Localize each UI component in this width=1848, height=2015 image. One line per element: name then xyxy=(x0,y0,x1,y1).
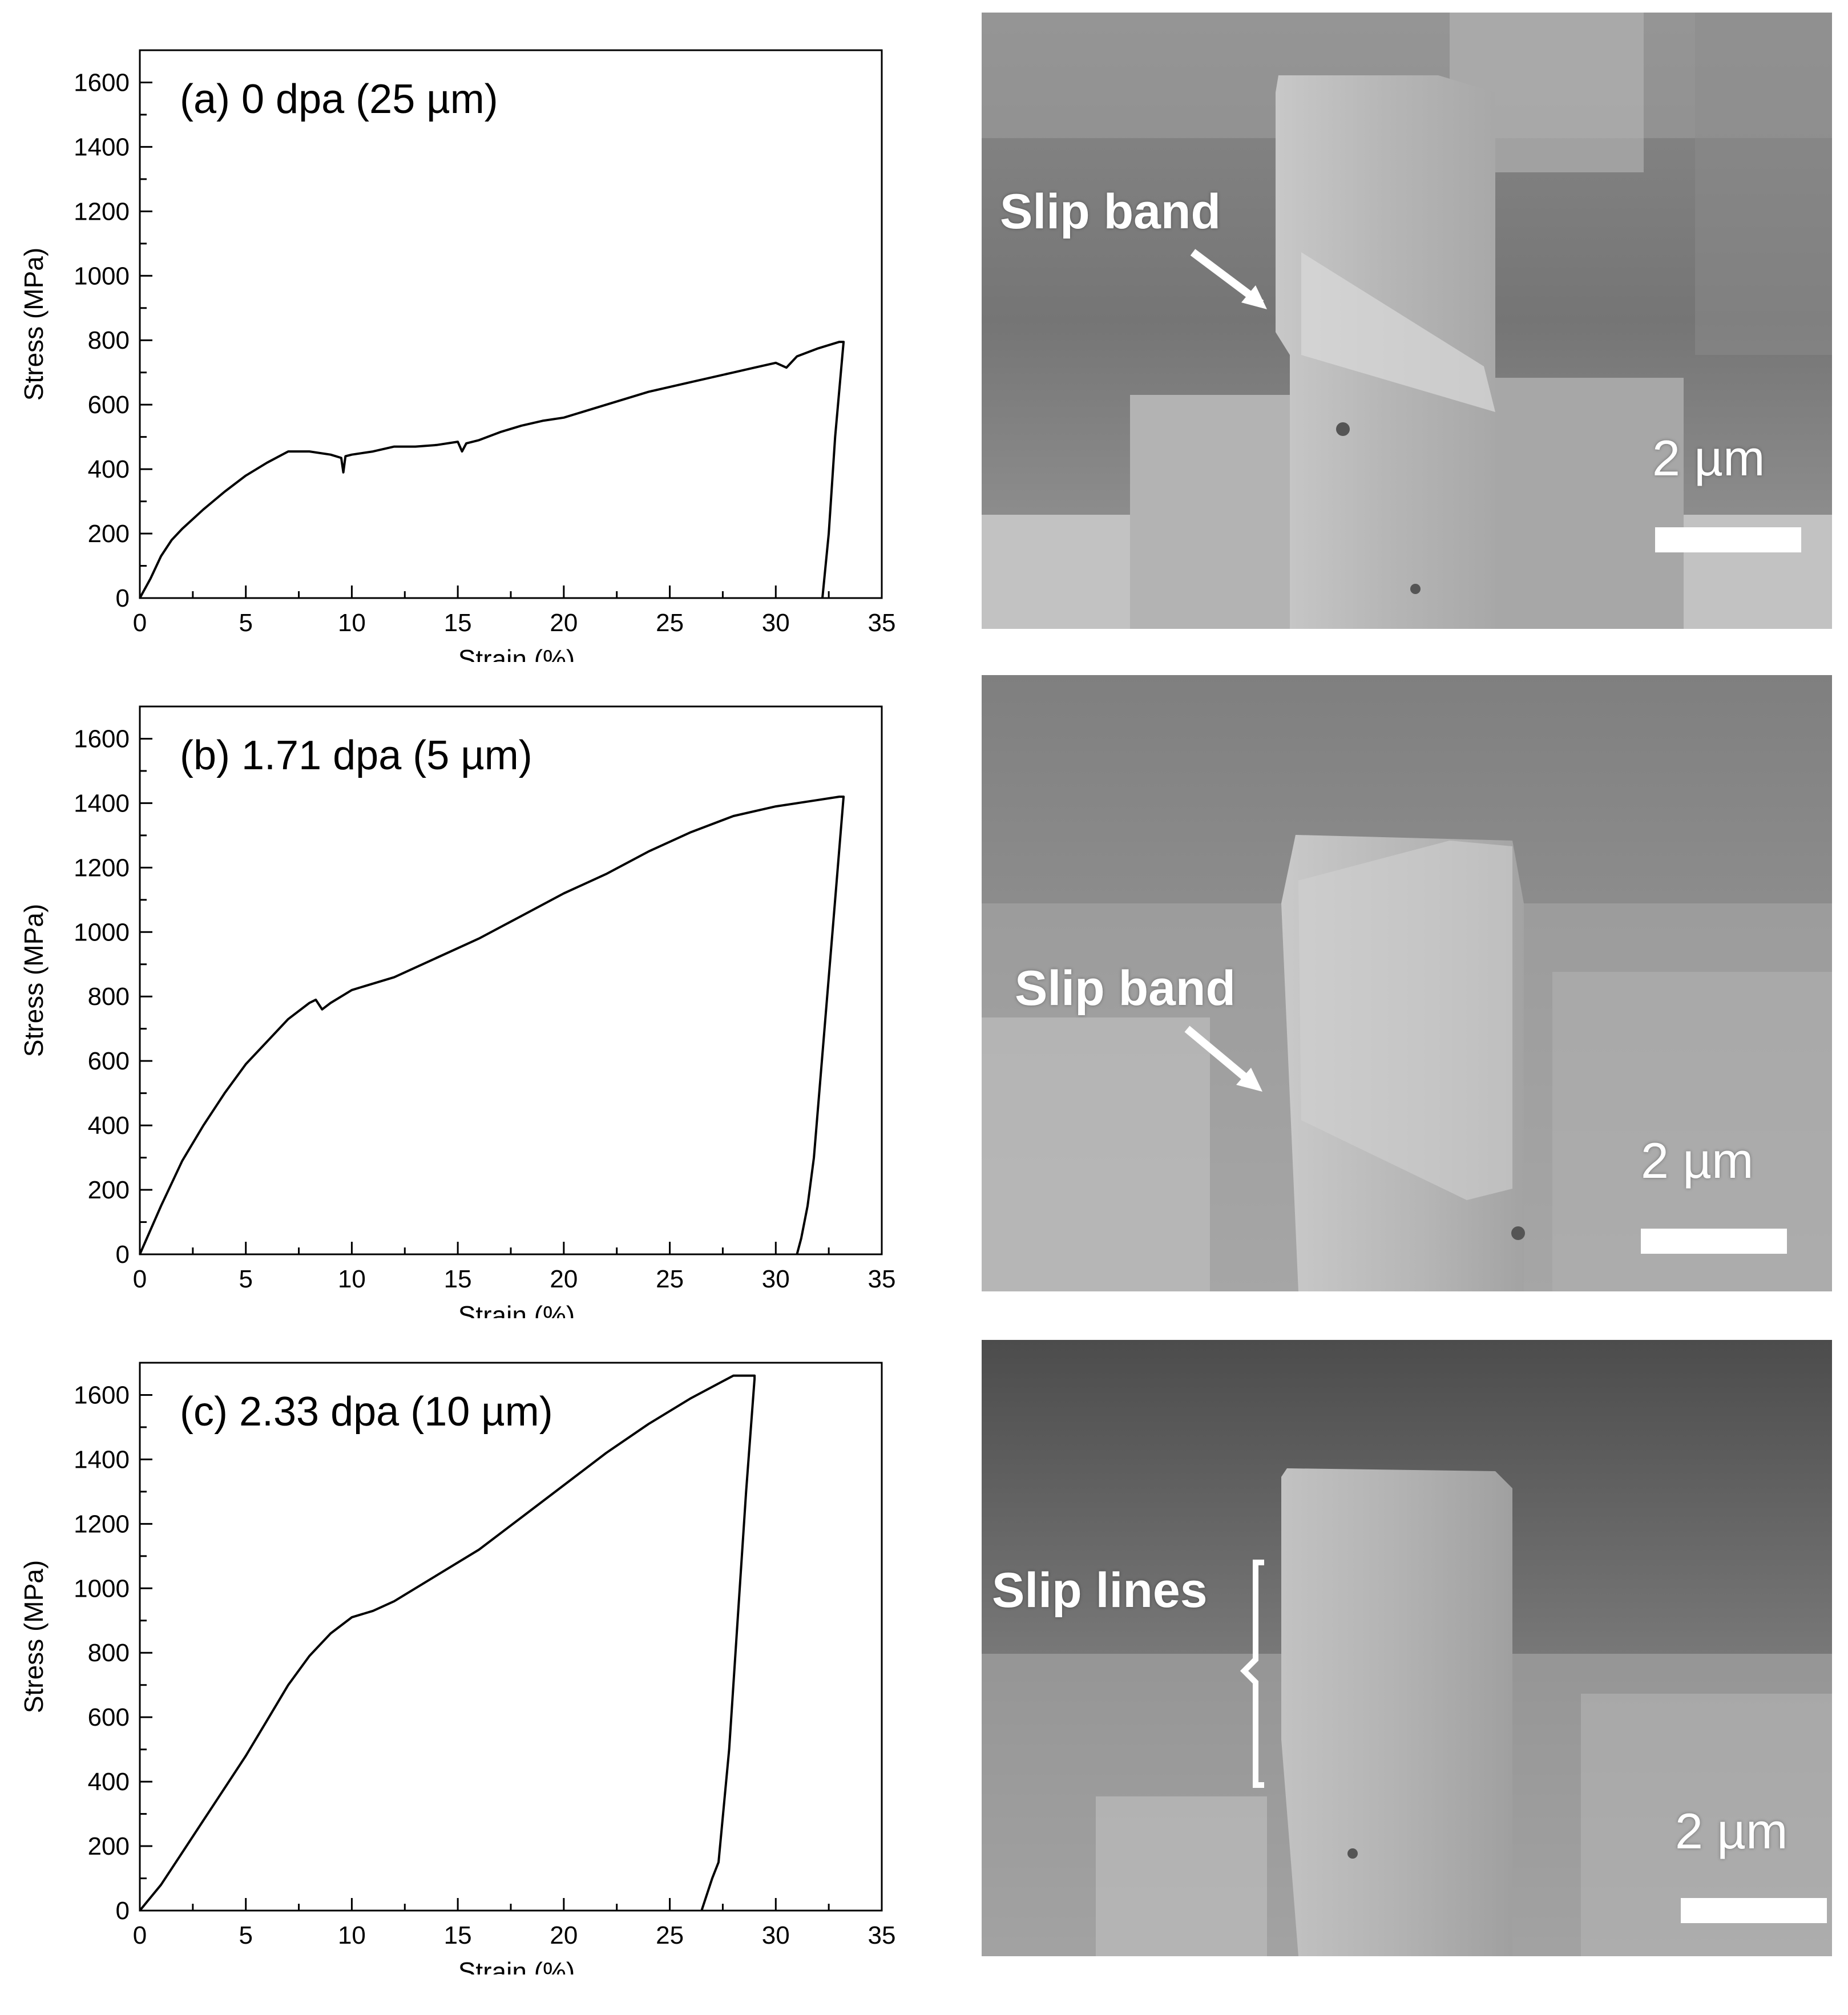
scale-bar-label-c: 2 µm xyxy=(1675,1803,1788,1859)
chart-panel-c: 0 5 10 15 20 25 30 35 0 200 400 600 800 1000 1200 1400 1… xyxy=(0,1313,925,1986)
scale-bar-label-b: 2 µm xyxy=(1641,1132,1754,1189)
sem-image-c: Slip lines 2 µm xyxy=(982,1340,1832,1956)
y-axis-title: Stress (MPa) xyxy=(19,248,49,401)
x-tick-label: 30 xyxy=(762,609,790,637)
y-tick-label: 1600 xyxy=(74,68,130,96)
y-tick-label: 1400 xyxy=(74,133,130,161)
scale-bar-c xyxy=(1681,1898,1827,1923)
x-tick-label: 35 xyxy=(868,609,896,637)
y-tick-label: 400 xyxy=(88,1768,130,1796)
x-tick-label: 15 xyxy=(444,1265,472,1293)
y-tick-label: 600 xyxy=(88,1703,130,1731)
x-tick-label: 0 xyxy=(133,1265,147,1293)
x-tick-label: 5 xyxy=(239,1921,252,1949)
chart-b-svg: 0 5 10 15 20 25 30 35 0 200 400 600 800 1000 1200 1400 1… xyxy=(19,705,896,1330)
sem-image-a-art xyxy=(982,13,1832,629)
x-tick-label: 20 xyxy=(550,1921,578,1949)
sem-image-b-art xyxy=(982,675,1832,1291)
y-tick-label: 1400 xyxy=(74,1445,130,1473)
x-tick-label: 20 xyxy=(550,1265,578,1293)
x-tick-label: 25 xyxy=(656,1265,684,1293)
plot-frame xyxy=(139,1362,883,1912)
y-tick-label: 200 xyxy=(88,520,130,548)
y-tick-label: 1000 xyxy=(74,1574,130,1602)
bracket-icon xyxy=(1240,1560,1264,1788)
y-tick-label: 200 xyxy=(88,1832,130,1860)
y-tick-label: 1600 xyxy=(74,1381,130,1409)
chart-panel-b: 0 5 10 15 20 25 30 35 0 200 400 600 800 1000 1200 1400 1… xyxy=(0,656,925,1330)
x-tick-label: 5 xyxy=(239,609,252,637)
y-tick-label: 800 xyxy=(88,1639,130,1667)
y-axis-title: Stress (MPa) xyxy=(19,904,49,1057)
chart-panel-a: 0 5 10 15 20 25 30 35 0 200 400 600 800 1000 1200 1400 1… xyxy=(0,0,925,674)
chart-a-svg: 0 5 10 15 20 25 30 35 0 200 400 600 800 1000 1200 1400 1… xyxy=(19,49,896,674)
y-tick-label: 1200 xyxy=(74,854,130,882)
plot-frame xyxy=(139,49,883,599)
plot-frame xyxy=(139,705,883,1255)
sem-image-c-art xyxy=(982,1340,1832,1956)
y-tick-label: 1200 xyxy=(74,1510,130,1538)
panel-label: (a) 0 dpa (25 µm) xyxy=(180,76,498,122)
y-tick-label: 200 xyxy=(88,1176,130,1204)
panel-label: (b) 1.71 dpa (5 µm) xyxy=(180,733,532,778)
x-tick-label: 0 xyxy=(133,609,147,637)
x-tick-label: 30 xyxy=(762,1265,790,1293)
x-tick-label: 0 xyxy=(133,1921,147,1949)
arrow-icon xyxy=(1184,1025,1262,1092)
x-tick-label: 35 xyxy=(868,1921,896,1949)
x-tick-label: 10 xyxy=(338,1921,366,1949)
sem-annotation-c: Slip lines xyxy=(992,1563,1208,1618)
y-tick-label: 800 xyxy=(88,326,130,354)
y-tick-label: 0 xyxy=(116,1897,130,1925)
x-tick-label: 10 xyxy=(338,609,366,637)
scale-bar-a xyxy=(1655,527,1801,552)
x-tick-label: 15 xyxy=(444,1921,472,1949)
x-axis-title: Strain (%) xyxy=(458,1957,575,1974)
x-tick-label: 10 xyxy=(338,1265,366,1293)
y-tick-label: 0 xyxy=(116,1241,130,1269)
scale-bar-b xyxy=(1641,1229,1787,1254)
y-tick-label: 1600 xyxy=(74,725,130,753)
y-tick-label: 600 xyxy=(88,1047,130,1075)
x-tick-label: 5 xyxy=(239,1265,252,1293)
sem-image-b: Slip band 2 µm xyxy=(982,675,1832,1291)
x-tick-label: 35 xyxy=(868,1265,896,1293)
y-tick-label: 600 xyxy=(88,391,130,419)
y-tick-label: 1200 xyxy=(74,197,130,225)
y-tick-label: 1000 xyxy=(74,262,130,290)
x-tick-label: 25 xyxy=(656,609,684,637)
arrow-icon xyxy=(1190,249,1267,309)
scale-bar-label-a: 2 µm xyxy=(1652,430,1765,486)
y-axis-title: Stress (MPa) xyxy=(19,1560,49,1713)
y-tick-label: 800 xyxy=(88,983,130,1011)
y-tick-label: 400 xyxy=(88,455,130,483)
chart-c-svg: 0 5 10 15 20 25 30 35 0 200 400 600 800 1000 1200 1400 1… xyxy=(19,1362,896,1986)
x-tick-label: 25 xyxy=(656,1921,684,1949)
stress-strain-line xyxy=(139,1374,756,1912)
stress-strain-line xyxy=(139,795,845,1255)
x-tick-label: 30 xyxy=(762,1921,790,1949)
stress-strain-line xyxy=(139,341,845,599)
sem-annotation-b: Slip band xyxy=(1015,961,1236,1016)
x-tick-label: 15 xyxy=(444,609,472,637)
y-tick-label: 1000 xyxy=(74,918,130,946)
y-tick-label: 0 xyxy=(116,584,130,612)
sem-image-a: Slip band 2 µm xyxy=(982,13,1832,629)
y-tick-label: 400 xyxy=(88,1112,130,1140)
sem-annotation-a: Slip band xyxy=(1000,184,1221,239)
y-tick-label: 1400 xyxy=(74,789,130,817)
panel-label: (c) 2.33 dpa (10 µm) xyxy=(180,1389,553,1435)
x-tick-label: 20 xyxy=(550,609,578,637)
